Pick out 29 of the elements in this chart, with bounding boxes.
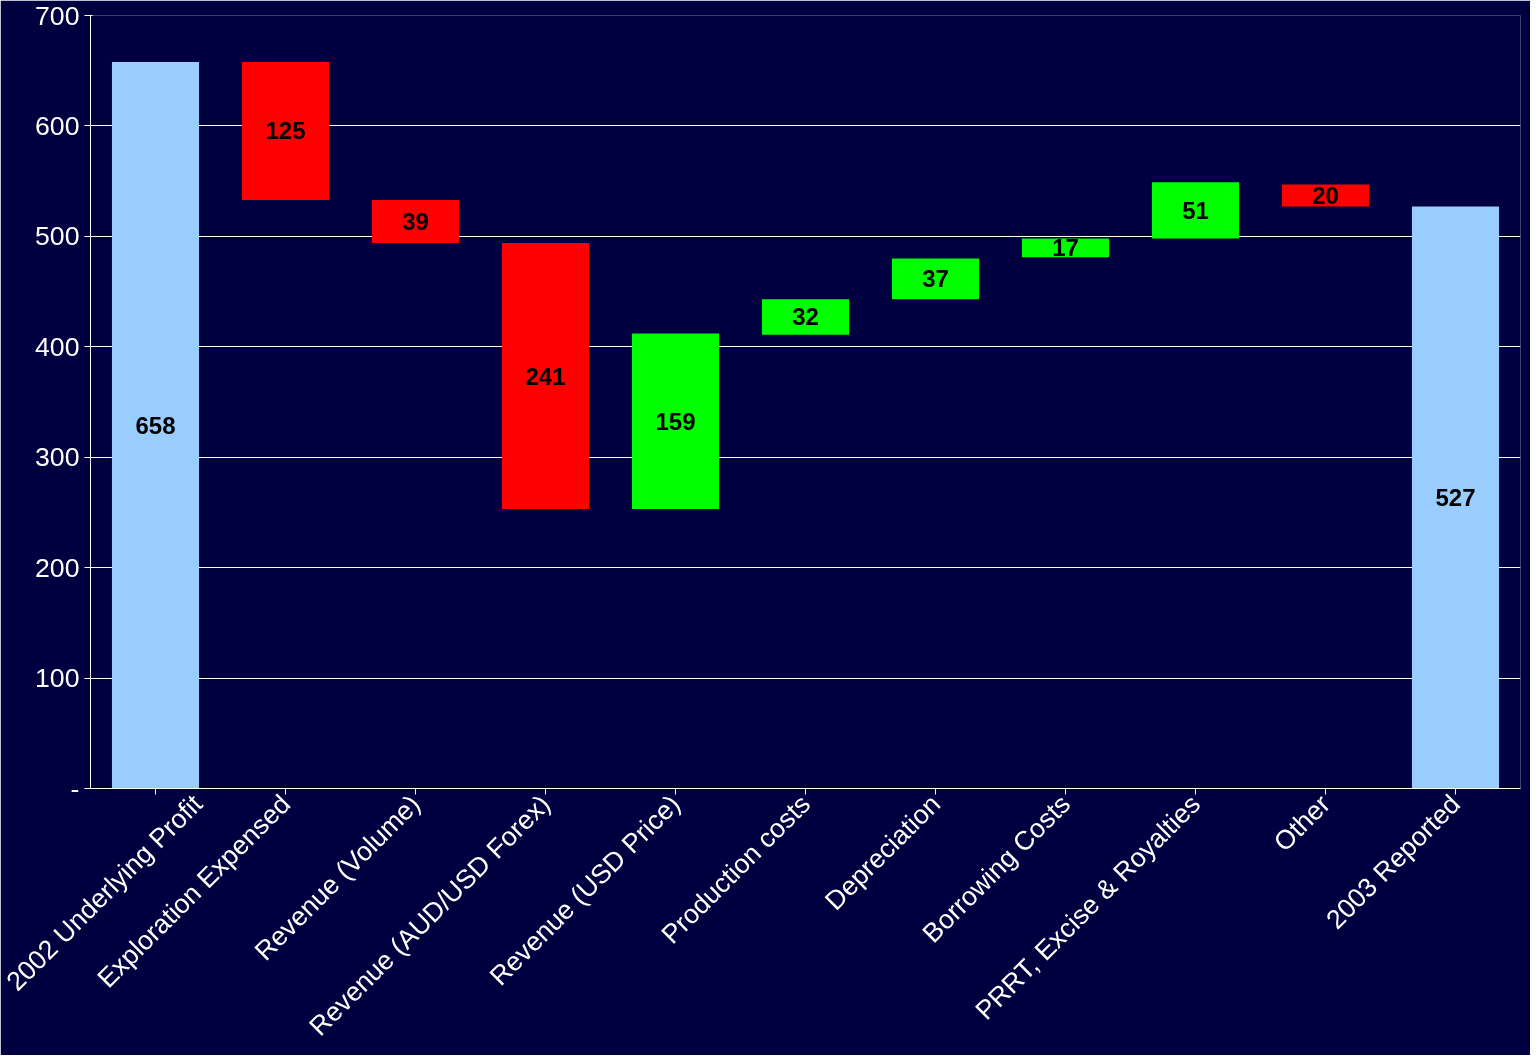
data-label: 51 xyxy=(1182,196,1209,224)
data-label: 17 xyxy=(1052,234,1079,262)
y-tick-label: 200 xyxy=(35,552,80,583)
y-tick-label: 500 xyxy=(35,221,80,252)
y-tick-label: 100 xyxy=(35,663,80,694)
data-label: 37 xyxy=(922,265,949,293)
data-label: 527 xyxy=(1435,484,1476,512)
bar xyxy=(371,199,460,243)
y-tick-label: 600 xyxy=(35,110,80,141)
bar xyxy=(761,299,850,335)
y-tick-label: 400 xyxy=(35,331,80,362)
bar xyxy=(631,333,720,510)
data-label: 20 xyxy=(1312,182,1339,209)
data-label: 241 xyxy=(525,362,566,390)
bar xyxy=(111,61,200,789)
data-label: 39 xyxy=(402,207,429,235)
bar xyxy=(241,61,330,200)
data-label: 159 xyxy=(655,407,696,435)
bar xyxy=(891,258,980,300)
y-tick-label: 700 xyxy=(35,0,80,31)
bar xyxy=(1281,184,1370,207)
data-label: 125 xyxy=(265,117,306,145)
bar xyxy=(501,242,590,510)
y-tick-label: - xyxy=(70,773,80,804)
bar xyxy=(1411,206,1500,789)
data-label: 658 xyxy=(135,411,176,439)
y-tick-label: 300 xyxy=(35,442,80,473)
data-label: 32 xyxy=(792,303,819,331)
bar xyxy=(1151,182,1240,239)
